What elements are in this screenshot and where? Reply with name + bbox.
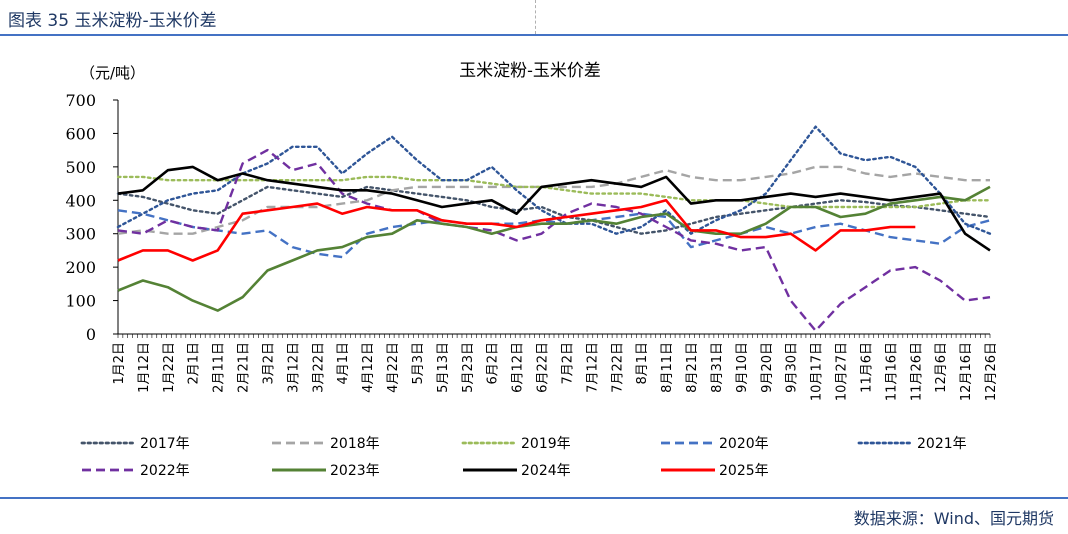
legend-item: 2017年	[80, 436, 190, 452]
legend-item: 2018年	[272, 436, 380, 452]
header-rule	[0, 34, 1068, 36]
x-tick-label: 6月12日	[511, 342, 526, 393]
x-tick-label: 4月22日	[386, 342, 401, 393]
x-tick-label: 7月22日	[610, 342, 625, 393]
y-tick-label: 500	[65, 158, 96, 177]
x-tick-label: 9月20日	[760, 342, 775, 393]
legend-label: 2022年	[140, 463, 190, 479]
y-tick-label: 700	[65, 91, 96, 110]
legend-label: 2017年	[140, 436, 190, 452]
legend-item: 2020年	[661, 436, 769, 452]
y-tick-label: 100	[65, 292, 96, 311]
x-tick-label: 3月12日	[286, 342, 301, 393]
x-tick-label: 8月31日	[710, 342, 725, 393]
series-line-2022	[117, 148, 991, 332]
y-tick-label: 200	[65, 258, 96, 277]
figure-header: 图表 35 玉米淀粉-玉米价差	[0, 0, 1068, 34]
x-tick-label: 11月26日	[909, 342, 924, 401]
chart: 玉米淀粉-玉米价差 （元/吨） 0 100 200 300 400 500 600 700 1…	[65, 61, 999, 479]
legend-label: 2018年	[330, 436, 380, 452]
x-tick-label: 4月12日	[361, 342, 376, 393]
legend-item: 2025年	[661, 463, 769, 479]
legend-item: 2021年	[857, 436, 967, 452]
legend-item: 2024年	[463, 463, 571, 479]
x-tick-label: 10月27日	[835, 342, 850, 401]
x-tick-label: 5月13日	[436, 342, 451, 393]
legend: 2017年 2018年 2019年 2020年 2021年 2022年 2023年 2024年…	[80, 436, 967, 479]
x-tick-label: 1月12日	[137, 342, 152, 393]
x-tick-label: 3月22日	[311, 342, 326, 393]
x-tick-label: 12月6日	[934, 342, 949, 393]
x-tick-label: 7月12日	[585, 342, 600, 393]
x-tick-label: 2月21日	[237, 342, 252, 393]
x-tick-label: 8月1日	[635, 342, 650, 385]
y-axis-unit-label: （元/吨）	[80, 64, 145, 82]
legend-label: 2025年	[719, 463, 769, 479]
x-tick-label: 10月17日	[810, 342, 825, 401]
x-ticks: 1月2日 1月12日 1月22日 2月1日 2月11日 2月21日 3月2日 3月12日 3月2…	[112, 334, 999, 401]
legend-label: 2020年	[719, 436, 769, 452]
legend-item: 2019年	[461, 436, 571, 452]
series-lines	[116, 125, 992, 332]
x-tick-label: 6月2日	[486, 342, 501, 385]
series-line-2020	[117, 209, 991, 259]
header-divider	[535, 0, 536, 34]
x-tick-label: 12月16日	[959, 342, 974, 401]
y-tick-label: 300	[65, 225, 96, 244]
legend-label: 2019年	[521, 436, 571, 452]
legend-item: 2023年	[272, 463, 380, 479]
legend-label: 2024年	[521, 463, 571, 479]
x-tick-label: 6月22日	[536, 342, 551, 393]
x-tick-label: 8月11日	[660, 342, 675, 393]
y-tick-label: 600	[65, 124, 96, 143]
x-tick-label: 11月16日	[884, 342, 899, 401]
y-tick-label: 400	[65, 191, 96, 210]
x-tick-label: 5月23日	[461, 342, 476, 393]
x-tick-label: 3月2日	[261, 342, 276, 385]
footer-rule	[0, 497, 1068, 499]
series-line-2021	[116, 125, 992, 235]
x-tick-label: 7月2日	[560, 342, 575, 385]
series-line-2017	[116, 185, 992, 235]
legend-item: 2022年	[82, 463, 190, 479]
x-tick-label: 9月10日	[735, 342, 750, 393]
x-tick-label: 12月26日	[984, 342, 999, 401]
x-tick-label: 11月6日	[859, 342, 874, 393]
figure-title: 图表 35 玉米淀粉-玉米价差	[8, 11, 217, 31]
legend-label: 2021年	[917, 436, 967, 452]
x-tick-label: 2月1日	[187, 342, 202, 385]
x-tick-label: 8月21日	[685, 342, 700, 393]
y-ticks: 0 100 200 300 400 500 600 700	[65, 91, 118, 344]
x-tick-label: 5月3日	[411, 342, 426, 385]
series-line-2025	[117, 199, 916, 262]
x-tick-label: 4月1日	[336, 342, 351, 385]
chart-title: 玉米淀粉-玉米价差	[459, 61, 601, 81]
x-tick-label: 2月11日	[212, 342, 227, 393]
x-tick-label: 9月30日	[785, 342, 800, 393]
source-note: 数据来源：Wind、国元期货	[853, 509, 1054, 528]
series-line-2023	[117, 185, 991, 312]
x-tick-label: 1月22日	[162, 342, 177, 393]
x-tick-label: 1月2日	[112, 342, 127, 385]
series-line-2024	[117, 165, 991, 252]
legend-label: 2023年	[330, 463, 380, 479]
y-tick-label: 0	[86, 325, 96, 344]
